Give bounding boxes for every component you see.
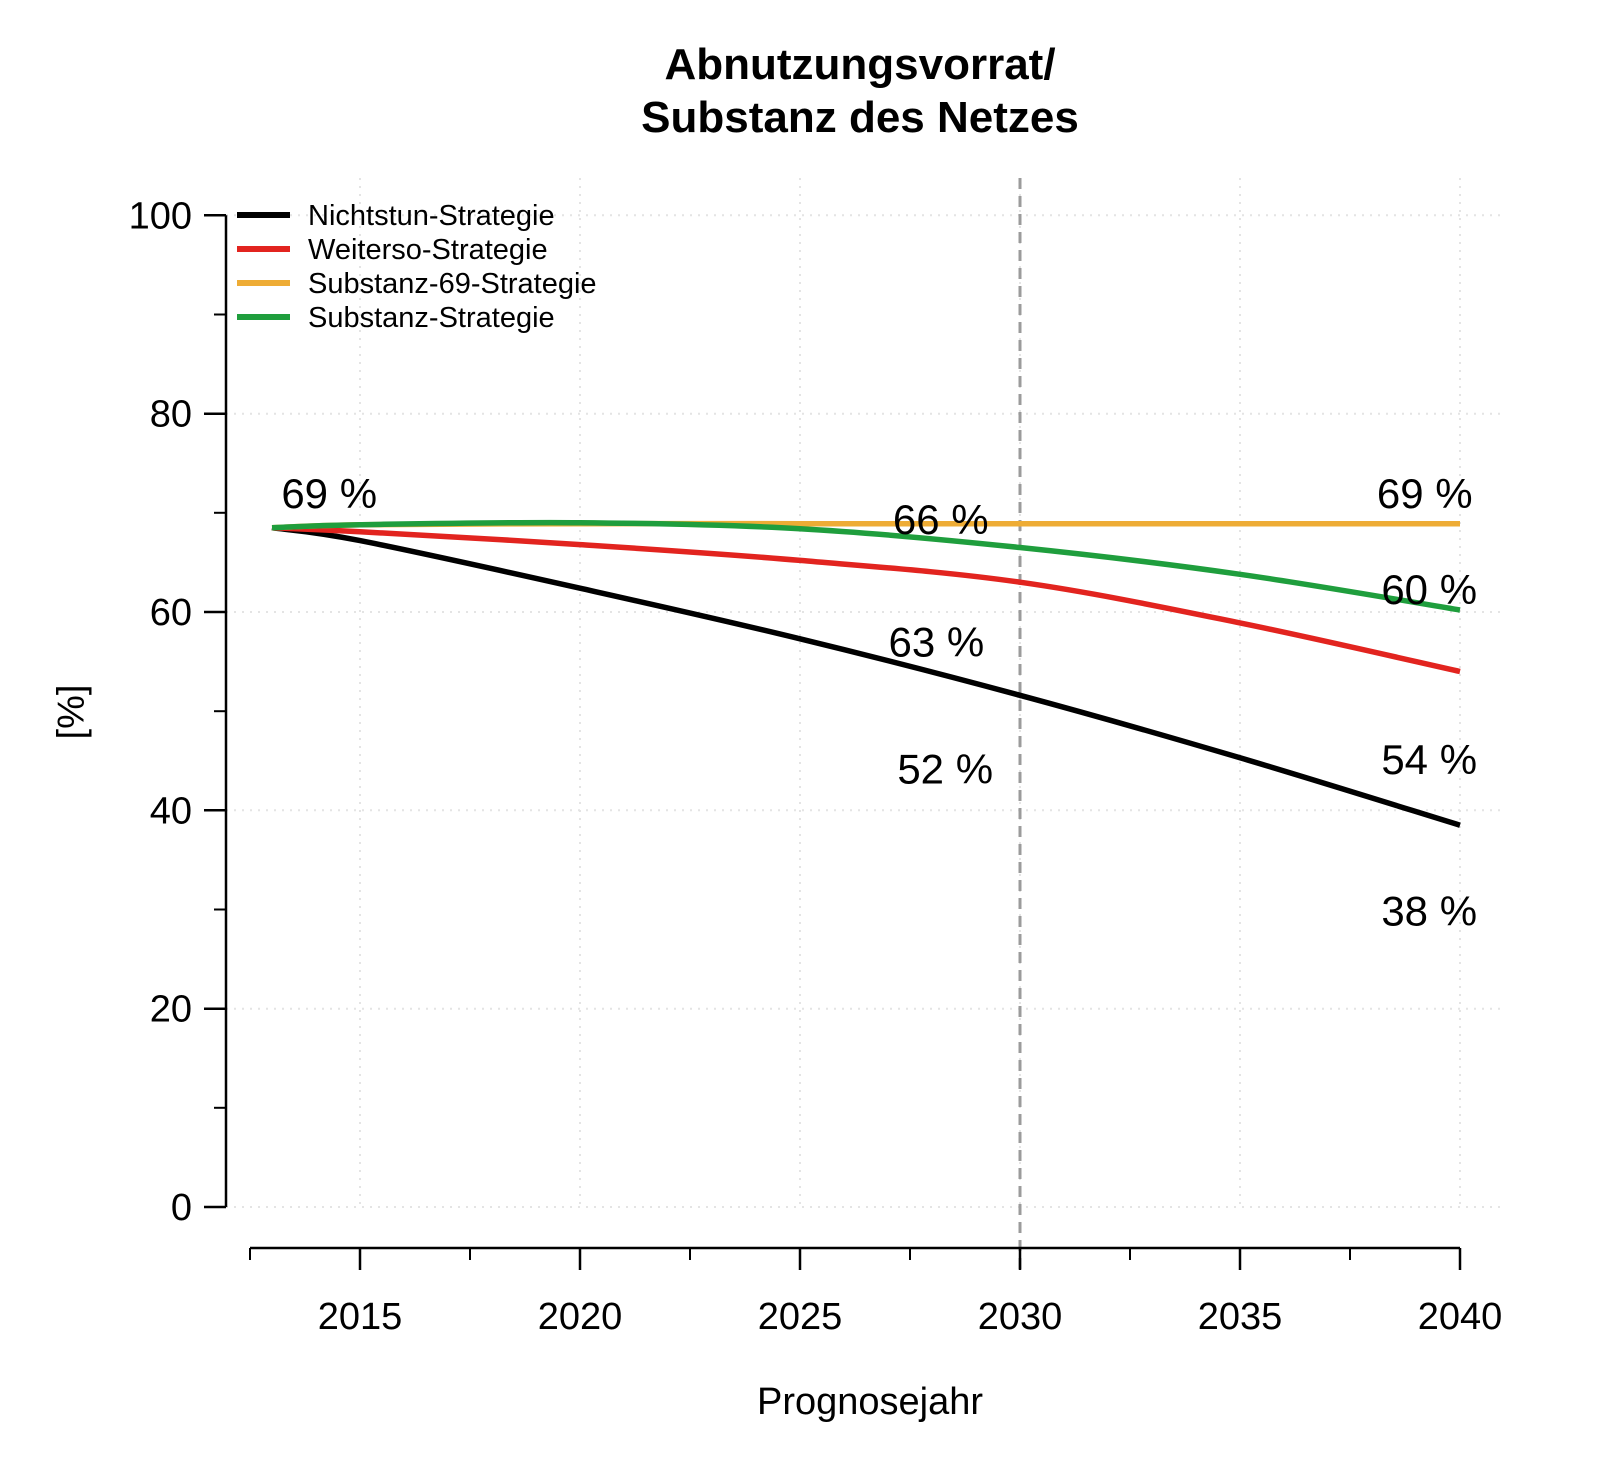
legend-label-substanz-strategie: Substanz-Strategie <box>308 302 555 334</box>
chart-title-line-2: Substanz des Netzes <box>641 93 1079 142</box>
legend-label-nichtstun-strategie: Nichtstun-Strategie <box>308 200 555 232</box>
data-label: 66 % <box>893 496 989 543</box>
chart-title: Abnutzungsvorrat/ Substanz des Netzes <box>200 38 1520 144</box>
data-label: 69 % <box>281 470 377 517</box>
chart-title-line-1: Abnutzungsvorrat/ <box>664 40 1056 89</box>
series-line-substanz-strategie <box>271 519 1461 613</box>
x-tick-label: 2040 <box>1418 1296 1503 1338</box>
y-tick-label: 40 <box>150 790 192 832</box>
x-axis-title: Prognosejahr <box>756 1381 984 1423</box>
legend-label-weiterso-strategie: Weiterso-Strategie <box>308 234 548 266</box>
y-tick-label: 80 <box>150 394 192 436</box>
data-label: 60 % <box>1381 566 1477 613</box>
y-tick-label: 60 <box>150 592 192 634</box>
y-axis-title: [%] <box>50 684 93 740</box>
x-tick-label: 2035 <box>1198 1296 1283 1338</box>
y-tick-label: 0 <box>171 1187 192 1229</box>
x-tick-label: 2015 <box>318 1296 403 1338</box>
legend-label-substanz-69-strategie: Substanz-69-Strategie <box>308 268 597 300</box>
data-label: 63 % <box>889 619 985 666</box>
data-label: 38 % <box>1381 888 1477 935</box>
data-label: 54 % <box>1381 736 1477 783</box>
y-tick-label: 20 <box>150 989 192 1031</box>
x-tick-label: 2030 <box>978 1296 1063 1338</box>
data-label: 69 % <box>1377 470 1473 517</box>
series-line-nichtstun-strategie <box>271 524 1461 828</box>
y-tick-label: 100 <box>129 195 192 237</box>
x-tick-label: 2025 <box>758 1296 843 1338</box>
x-tick-label: 2020 <box>538 1296 623 1338</box>
data-label: 52 % <box>897 746 993 793</box>
series-line-weiterso-strategie <box>271 524 1461 675</box>
